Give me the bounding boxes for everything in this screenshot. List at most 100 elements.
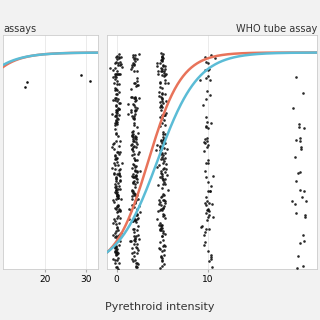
Point xyxy=(158,104,163,109)
Point xyxy=(113,76,118,81)
Point xyxy=(201,232,206,237)
Point xyxy=(115,97,120,102)
Point xyxy=(204,198,210,203)
Point xyxy=(116,100,121,105)
Point xyxy=(131,193,136,198)
Point xyxy=(160,234,165,239)
Point xyxy=(134,193,140,198)
Point xyxy=(137,168,142,173)
Point xyxy=(114,221,119,226)
Point xyxy=(160,157,165,162)
Point xyxy=(131,155,136,160)
Point xyxy=(203,140,208,146)
Text: WHO tube assay: WHO tube assay xyxy=(236,24,317,35)
Point xyxy=(159,233,164,238)
Point xyxy=(135,124,140,130)
Point xyxy=(113,121,118,126)
Point xyxy=(159,66,164,71)
Point xyxy=(115,203,120,208)
Point xyxy=(116,220,122,225)
Point xyxy=(159,172,164,177)
Point xyxy=(114,157,119,162)
Point xyxy=(132,111,138,116)
Point xyxy=(159,226,164,231)
Point xyxy=(112,96,117,101)
Point xyxy=(212,55,217,60)
Point xyxy=(204,120,209,125)
Point xyxy=(131,81,136,86)
Point xyxy=(289,198,294,203)
Point xyxy=(113,176,118,181)
Point xyxy=(162,248,167,253)
Point xyxy=(302,214,307,220)
Point xyxy=(137,210,142,215)
Point xyxy=(206,206,211,212)
Point xyxy=(160,98,165,103)
Point xyxy=(160,73,165,78)
Point xyxy=(133,191,138,196)
Point xyxy=(160,228,165,233)
Point xyxy=(136,247,141,252)
Point xyxy=(117,139,122,144)
Point xyxy=(157,80,163,85)
Point xyxy=(112,153,117,158)
Point xyxy=(115,251,120,256)
Point xyxy=(293,75,298,80)
Point xyxy=(114,78,119,84)
Point xyxy=(79,73,84,78)
Point xyxy=(296,171,301,176)
Point xyxy=(205,158,210,163)
Point xyxy=(159,195,164,200)
Point xyxy=(132,96,138,101)
Point xyxy=(115,156,120,161)
Point xyxy=(113,118,118,123)
Point xyxy=(163,231,168,236)
Point xyxy=(119,61,124,66)
Point xyxy=(161,145,166,150)
Point xyxy=(156,71,161,76)
Point xyxy=(114,116,119,121)
Point xyxy=(131,218,136,223)
Point xyxy=(159,68,164,73)
Point xyxy=(134,83,140,88)
Point xyxy=(298,136,303,141)
Point xyxy=(162,68,167,74)
Point xyxy=(162,243,167,248)
Point xyxy=(115,134,120,139)
Point xyxy=(131,136,136,141)
Point xyxy=(135,245,140,251)
Point xyxy=(201,102,206,107)
Point xyxy=(203,229,208,235)
Point xyxy=(116,173,121,178)
Point xyxy=(113,74,118,79)
Point xyxy=(118,208,123,213)
Point xyxy=(130,194,135,199)
Point xyxy=(159,120,164,125)
Point xyxy=(118,54,123,59)
Point xyxy=(134,227,139,232)
Point xyxy=(203,137,208,142)
Point xyxy=(115,203,120,208)
Point xyxy=(135,151,140,156)
Point xyxy=(134,78,140,84)
Point xyxy=(113,260,118,265)
Point xyxy=(130,179,135,184)
Point xyxy=(202,239,207,244)
Point xyxy=(133,99,138,104)
Point xyxy=(160,214,165,219)
Point xyxy=(161,167,166,172)
Point xyxy=(117,166,123,171)
Point xyxy=(115,195,120,200)
Point xyxy=(115,108,120,114)
Point xyxy=(131,115,136,120)
Point xyxy=(128,207,133,212)
Point xyxy=(160,134,165,140)
Point xyxy=(116,106,122,111)
Point xyxy=(131,180,136,185)
Point xyxy=(116,143,122,148)
Point xyxy=(114,204,119,210)
Point xyxy=(114,194,119,199)
Point xyxy=(155,164,160,169)
Point xyxy=(160,85,165,90)
Point xyxy=(132,143,137,148)
